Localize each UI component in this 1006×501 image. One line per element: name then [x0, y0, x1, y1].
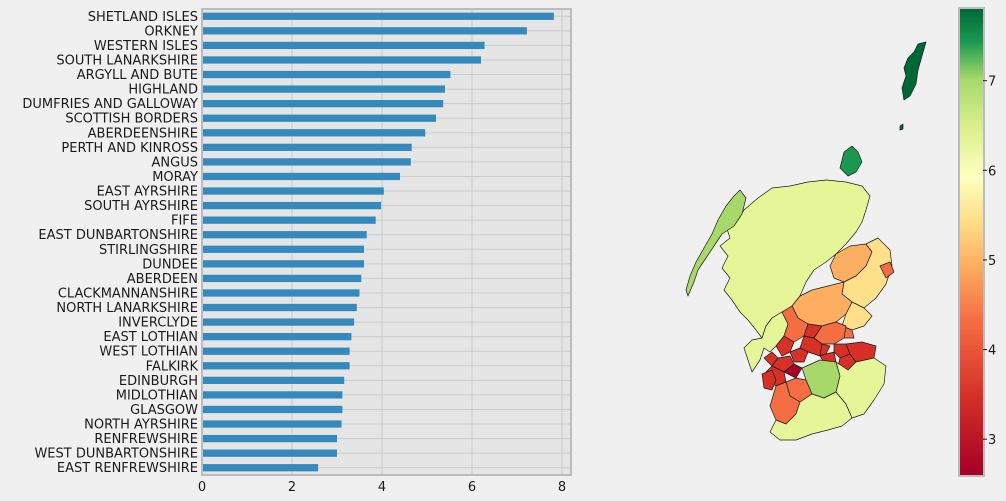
bar-category-label: DUMFRIES AND GALLOWAY — [22, 97, 198, 112]
bar — [202, 100, 444, 108]
bar — [202, 41, 485, 50]
bar-category-label: INVERCLYDE — [118, 316, 198, 331]
bar-category-label: SOUTH AYRSHIRE — [84, 199, 198, 214]
bar — [202, 347, 350, 355]
bar-category-label: EAST RENFREWSHIRE — [57, 461, 198, 476]
bar-series — [202, 12, 554, 472]
map-region-shetland-fair-isle — [899, 123, 904, 131]
bar — [202, 260, 364, 268]
bar-category-label: HIGHLAND — [128, 83, 198, 98]
bar-x-tick-label: 8 — [558, 480, 566, 495]
map-region-glasgow — [789, 347, 809, 363]
bar — [202, 420, 342, 428]
bar-category-label: MIDLOTHIAN — [116, 388, 198, 403]
bar — [202, 114, 436, 122]
bar — [202, 56, 481, 64]
bar — [202, 376, 345, 384]
scotland-choropleth-map — [685, 41, 927, 441]
bar-category-label: SHETLAND ISLES — [88, 10, 198, 25]
colorbar-tick-label: 5 — [988, 254, 996, 269]
bar — [202, 187, 384, 195]
bar-category-label: EAST LOTHIAN — [103, 330, 198, 345]
bar-category-label: STIRLINGSHIRE — [99, 243, 198, 258]
bar-category-label: WEST LOTHIAN — [99, 345, 198, 360]
bar — [202, 245, 364, 253]
bar-x-tick-label: 4 — [378, 480, 386, 495]
bar-category-label: NORTH AYRSHIRE — [84, 418, 198, 433]
colorbar-tick-label: 6 — [988, 164, 996, 179]
colorbar-gradient — [960, 9, 983, 475]
bar — [202, 172, 400, 181]
bar-x-tick-label: 2 — [288, 480, 296, 495]
bar-plot-frame — [201, 8, 572, 476]
bar-category-label: ANGUS — [152, 155, 198, 170]
bar — [202, 303, 357, 312]
bar — [202, 143, 412, 151]
bar-category-label: WESTERN ISLES — [94, 39, 198, 54]
bar-category-label: GLASGOW — [130, 403, 198, 418]
map-region-western-isles — [685, 189, 747, 297]
bar — [202, 318, 355, 326]
bar-category-label: SOUTH LANARKSHIRE — [56, 53, 198, 68]
bar-category-label: WEST DUNBARTONSHIRE — [34, 447, 198, 462]
bar — [202, 434, 337, 443]
map-region-west-dunbartonshire — [775, 335, 795, 357]
colorbar-tick-label: 3 — [988, 433, 996, 448]
bar-category-label: RENFREWSHIRE — [94, 432, 198, 447]
bar-category-label: SCOTTISH BORDERS — [65, 112, 198, 127]
colorbar-tick-label: 4 — [988, 344, 996, 359]
bar-category-label: ORKNEY — [144, 24, 198, 39]
bar — [202, 27, 527, 35]
bar-category-label: ARGYLL AND BUTE — [77, 68, 198, 83]
bar — [202, 391, 343, 399]
bar-x-tick-labels: 0 2 4 6 8 — [198, 480, 566, 495]
bar-plot-area — [202, 9, 571, 475]
bar — [202, 70, 451, 79]
map-region-shetland-isles — [901, 41, 927, 101]
bar-category-label: NORTH LANARKSHIRE — [56, 301, 198, 316]
bar — [202, 158, 411, 166]
bar — [202, 201, 382, 210]
bar — [202, 449, 337, 457]
colorbar-ticks: 3 4 5 6 7 — [983, 75, 996, 448]
map-region-aberdeen — [879, 261, 895, 279]
bar — [202, 216, 376, 224]
bar — [202, 289, 360, 297]
bar-category-label: CLACKMANNANSHIRE — [58, 286, 198, 301]
bar — [202, 405, 343, 414]
bar — [202, 362, 350, 370]
bar — [202, 129, 426, 137]
bar-category-label: DUNDEE — [142, 257, 198, 272]
bar-category-label: FIFE — [171, 214, 198, 229]
bar-category-label: MORAY — [152, 170, 198, 185]
bar-x-tick-label: 6 — [468, 480, 476, 495]
bar — [202, 333, 352, 341]
bar-category-label: EDINBURGH — [119, 374, 198, 389]
bar-category-label: PERTH AND KINROSS — [61, 141, 198, 156]
bar-category-label: FALKIRK — [146, 359, 199, 374]
bar-category-label: ABERDEENSHIRE — [88, 126, 198, 141]
bar-category-label: EAST DUNBARTONSHIRE — [38, 228, 198, 243]
colorbar-tick-label: 7 — [988, 75, 996, 90]
bar-x-tick-label: 0 — [198, 480, 206, 495]
colorbar: 3 4 5 6 7 — [958, 7, 996, 477]
bar — [202, 274, 362, 283]
map-region-arran — [761, 369, 777, 391]
bar-category-label: EAST AYRSHIRE — [97, 185, 198, 200]
bar — [202, 464, 319, 472]
bar-category-label: ABERDEEN — [127, 272, 198, 287]
bar — [202, 85, 445, 93]
map-region-scottish-borders — [835, 357, 887, 419]
bar — [202, 231, 367, 239]
bar — [202, 12, 554, 20]
colorbar-frame — [958, 7, 985, 477]
map-region-orkney — [839, 145, 863, 177]
